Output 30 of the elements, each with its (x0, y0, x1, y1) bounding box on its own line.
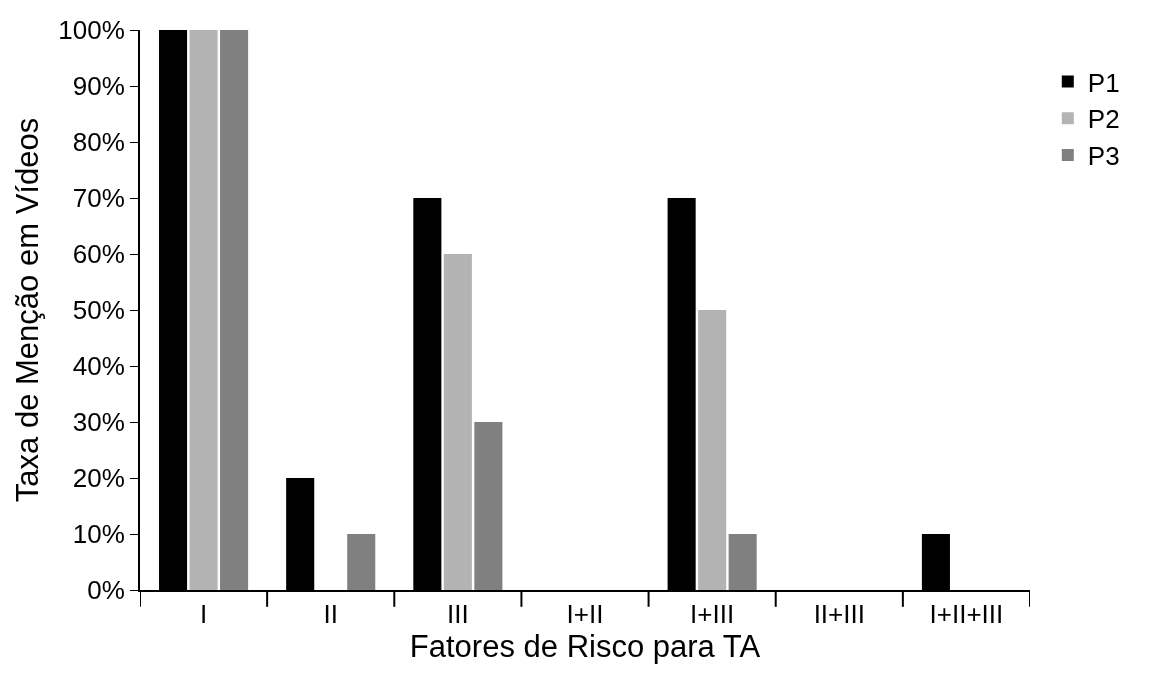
legend-label: P1 (1087, 67, 1120, 98)
y-tick-label: 50% (72, 295, 125, 326)
legend-label: P3 (1087, 141, 1120, 172)
y-tick-label: 10% (72, 519, 125, 550)
x-axis-title: Fatores de Risco para TA (409, 629, 761, 665)
bar (189, 30, 218, 590)
y-tick-label: 90% (72, 71, 125, 102)
bar (698, 310, 727, 590)
y-tick-label: 60% (72, 239, 125, 270)
bar (220, 30, 249, 590)
y-tick-label: 0% (87, 575, 125, 606)
x-tick-label: II+III (813, 599, 865, 630)
bar (347, 534, 376, 590)
x-tick-label: III (447, 599, 469, 630)
x-tick-label: II (323, 599, 338, 630)
y-tick-label: 20% (72, 463, 125, 494)
y-axis-title: Taxa de Menção em Vídeos (10, 117, 46, 503)
bar (474, 422, 503, 590)
legend-label: P2 (1087, 104, 1120, 135)
bar (443, 254, 472, 590)
x-tick-label: I+II+III (929, 599, 1004, 630)
x-tick-label: I (199, 599, 208, 630)
y-tick-label: 80% (72, 127, 125, 158)
y-tick-label: 30% (72, 407, 125, 438)
y-tick-label: 70% (72, 183, 125, 214)
bar (728, 534, 757, 590)
x-tick-label: I+II (566, 599, 604, 630)
x-tick-label: I+III (690, 599, 735, 630)
y-tick-label: 100% (58, 15, 125, 46)
y-tick-label: 40% (72, 351, 125, 382)
